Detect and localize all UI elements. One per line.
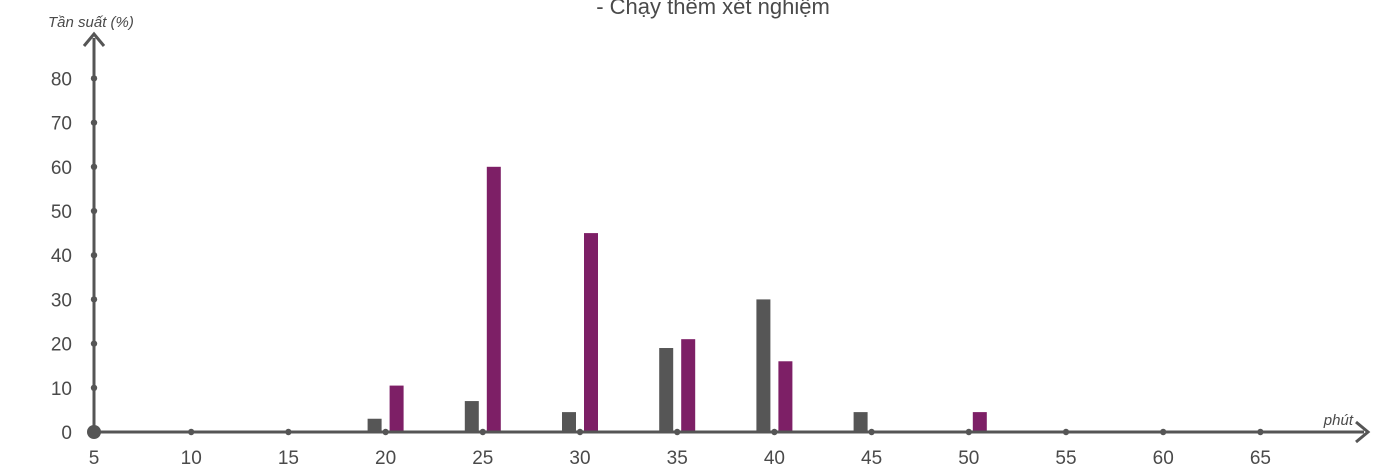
y-tick-label: 80 bbox=[51, 69, 72, 90]
x-tick-dot bbox=[479, 428, 486, 436]
y-tick-label: 60 bbox=[51, 158, 72, 179]
x-ticks-group: 5 10 15 20 25 30 35 40 45 50 55 60 65 bbox=[89, 428, 1271, 467]
x-tick-dot bbox=[965, 428, 972, 436]
y-tick-label: 20 bbox=[51, 335, 72, 356]
purple-bar-50 bbox=[972, 412, 987, 432]
x-tick-label: 10 bbox=[181, 448, 202, 467]
x-tick-dot bbox=[674, 428, 681, 436]
y-tick-dot bbox=[90, 119, 98, 126]
x-tick-label: 30 bbox=[569, 448, 590, 467]
y-tick-dot bbox=[90, 252, 98, 259]
x-tick-dot bbox=[576, 428, 584, 436]
y-tick-dot bbox=[90, 207, 98, 215]
x-tick-label: 15 bbox=[278, 448, 299, 467]
x-tick-label: 35 bbox=[667, 448, 688, 467]
y-tick-label: 50 bbox=[51, 202, 72, 223]
x-axis-arrow-icon bbox=[1355, 420, 1371, 444]
y-tick-dot bbox=[90, 163, 98, 170]
x-tick-dot bbox=[1160, 428, 1167, 436]
x-tick-dot bbox=[285, 428, 292, 436]
y-tick-label: 70 bbox=[51, 114, 72, 135]
x-tick-label: 50 bbox=[958, 448, 979, 467]
gray-bar-35 bbox=[659, 348, 674, 432]
x-tick-label: 5 bbox=[89, 448, 100, 467]
gray-bar-25 bbox=[464, 401, 479, 432]
gray-bar-45 bbox=[853, 412, 868, 432]
x-tick-dot bbox=[1257, 428, 1264, 436]
x-tick-label: 45 bbox=[861, 448, 882, 467]
x-tick-dot bbox=[188, 428, 195, 436]
purple-bar-20 bbox=[389, 385, 404, 432]
y-tick-dot bbox=[90, 75, 98, 82]
y-tick-label: 40 bbox=[51, 246, 72, 267]
x-tick-label: 65 bbox=[1250, 448, 1271, 467]
gray-bar-30 bbox=[562, 412, 576, 432]
y-axis-title: Tần suất (%) bbox=[48, 14, 134, 31]
x-tick-label: 60 bbox=[1153, 448, 1174, 467]
bars-group bbox=[367, 166, 987, 433]
purple-bar-30 bbox=[584, 233, 598, 432]
origin-marker bbox=[87, 425, 101, 439]
purple-bar-25 bbox=[486, 166, 501, 433]
x-tick-label: 40 bbox=[764, 448, 785, 467]
x-tick-dot bbox=[868, 428, 875, 436]
x-tick-dot bbox=[1062, 428, 1070, 436]
gray-bar-20 bbox=[367, 418, 382, 432]
x-tick-label: 55 bbox=[1055, 448, 1076, 467]
x-tick-label: 20 bbox=[375, 448, 396, 467]
y-tick-label: 0 bbox=[61, 423, 72, 444]
y-tick-dot bbox=[90, 340, 98, 347]
y-axis-arrow-icon bbox=[82, 31, 106, 47]
purple-bar-40 bbox=[778, 361, 793, 432]
x-axis-title: phút bbox=[1323, 412, 1354, 429]
y-tick-dot bbox=[90, 384, 98, 391]
y-tick-dot bbox=[90, 296, 98, 303]
x-tick-dot bbox=[771, 428, 778, 436]
x-tick-dot bbox=[382, 428, 389, 436]
y-ticks-group: 0 10 20 30 40 50 60 70 80 bbox=[51, 69, 98, 444]
gray-bar-40 bbox=[756, 299, 771, 432]
x-tick-label: 25 bbox=[472, 448, 493, 467]
y-tick-label: 30 bbox=[51, 290, 72, 311]
y-tick-label: 10 bbox=[51, 379, 72, 400]
purple-bar-35 bbox=[681, 339, 696, 432]
chart-title: - Chạy thêm xét nghiệm bbox=[596, 0, 830, 19]
